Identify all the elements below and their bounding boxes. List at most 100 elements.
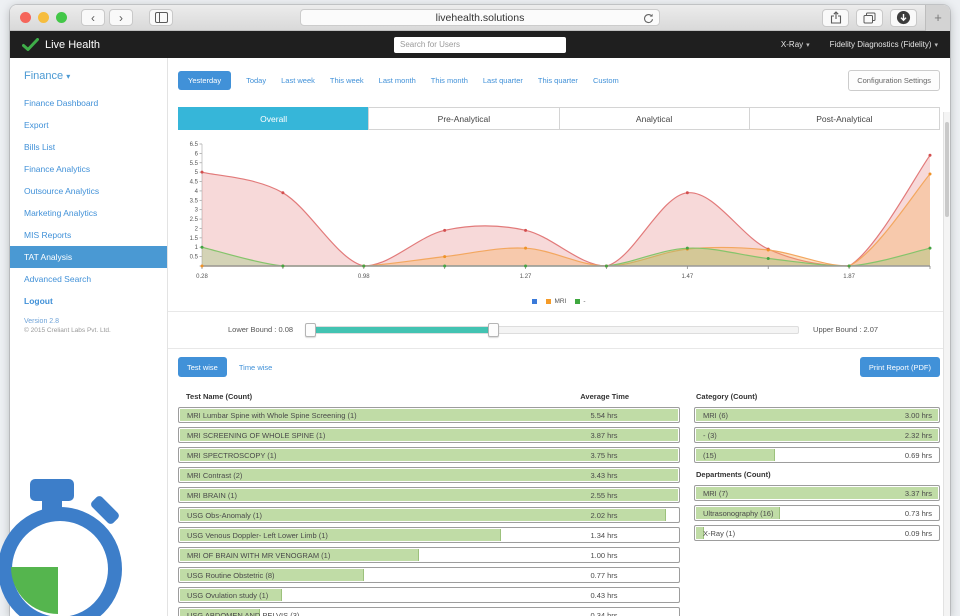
slider-handle-upper[interactable]: [488, 322, 500, 337]
view-tab-test-wise[interactable]: Test wise: [178, 357, 227, 377]
row-time: 2.32 hrs: [904, 431, 932, 440]
back-button[interactable]: ‹: [81, 9, 105, 26]
svg-text:4: 4: [195, 189, 199, 195]
tabs-overview-button[interactable]: [856, 8, 883, 27]
svg-text:1: 1: [195, 245, 199, 251]
tabs-icon: [863, 12, 876, 23]
bar-fill: [696, 507, 781, 519]
table-row: MRI Lumbar Spine with Whole Spine Screen…: [178, 407, 680, 423]
filter-this-month[interactable]: This month: [430, 76, 468, 85]
sidebar-item-finance-analytics[interactable]: Finance Analytics: [24, 164, 91, 174]
row-time: 0.09 hrs: [904, 529, 932, 538]
legend-label: MRI: [554, 297, 567, 305]
filter-last-week[interactable]: Last week: [281, 76, 315, 85]
svg-text:6: 6: [195, 151, 199, 157]
sidebar-item-mis-reports[interactable]: MIS Reports: [24, 230, 72, 240]
bar-fill: [180, 449, 678, 461]
row-name: MRI OF BRAIN WITH MR VENOGRAM (1): [187, 551, 331, 560]
table-row: MRI SCREENING OF WHOLE SPINE (1) 3.87 hrs: [178, 427, 680, 443]
close-window-button[interactable]: [20, 12, 31, 23]
sidebar-toggle-button[interactable]: [149, 9, 173, 26]
row-name: MRI Lumbar Spine with Whole Spine Screen…: [187, 411, 357, 420]
downloads-button[interactable]: [890, 8, 917, 27]
view-tab-time-wise[interactable]: Time wise: [238, 362, 273, 372]
filter-this-quarter[interactable]: This quarter: [537, 76, 578, 85]
table-row: USG Venous Doppler- Left Lower Limb (1) 1…: [178, 527, 680, 543]
tab-pre-analytical[interactable]: Pre-Analytical: [368, 107, 560, 130]
sidebar-section-finance[interactable]: Finance ▾: [24, 70, 71, 82]
legend-swatch: [532, 298, 538, 304]
row-time: 1.34 hrs: [590, 531, 618, 540]
svg-text:5: 5: [195, 170, 199, 176]
row-name: USG Routine Obstetric (8): [187, 571, 275, 580]
user-menu-fidelity-diagnostics-fidelity[interactable]: Fidelity Diagnostics (Fidelity) ▾: [830, 40, 938, 49]
filter-last-quarter[interactable]: Last quarter: [482, 76, 523, 85]
tab-post-analytical[interactable]: Post-Analytical: [748, 107, 940, 130]
sidebar: Finance ▾ Finance Dashboard Export Bills L…: [10, 58, 168, 616]
row-time: 0.73 hrs: [904, 509, 932, 518]
minimize-window-button[interactable]: [38, 12, 49, 23]
copyright-label: © 2015 Creliant Labs Pvt. Ltd.: [24, 327, 111, 334]
bar-fill: [696, 449, 776, 461]
slider-fill: [308, 326, 495, 333]
tab-overall[interactable]: Overall: [178, 107, 370, 130]
filter-this-week[interactable]: This week: [329, 76, 364, 85]
table-row: MRI (6) 3.00 hrs: [694, 407, 940, 423]
sidebar-menu: Finance Dashboard Export Bills List Finance…: [10, 92, 167, 312]
row-time: 3.43 hrs: [590, 471, 618, 480]
table-row: MRI OF BRAIN WITH MR VENOGRAM (1) 1.00 hr…: [178, 547, 680, 563]
user-menu-x-ray[interactable]: X-Ray ▾: [781, 40, 810, 49]
scrollbar[interactable]: [943, 112, 950, 616]
category-table-title: Category (Count): [696, 392, 758, 401]
reload-icon[interactable]: [643, 13, 654, 24]
row-time: 3.37 hrs: [904, 489, 932, 498]
table-row: USG Obs-Anomaly (1) 2.02 hrs: [178, 507, 680, 523]
sidebar-item-outsource-analytics[interactable]: Outsource Analytics: [24, 186, 100, 196]
share-button[interactable]: [822, 8, 849, 27]
row-name: USG Venous Doppler- Left Lower Limb (1): [187, 531, 328, 540]
scrollbar-thumb[interactable]: [945, 122, 949, 217]
bar-fill: [180, 429, 678, 441]
area-chart: 0.5 1 1.5 2 2.5 3 3.5 4 4.5 5 5.5 6 6.5 0.28 0.98 1.27 1…: [190, 142, 932, 280]
bar-fill: [180, 489, 678, 501]
filter-today[interactable]: Today: [246, 76, 267, 85]
sidebar-item-logout[interactable]: Logout: [24, 296, 53, 306]
legend-series[interactable]: [532, 298, 538, 304]
row-name: MRI (7): [703, 489, 728, 498]
table-row: Ultrasonography (16) 0.73 hrs: [694, 505, 940, 521]
search-input[interactable]: [394, 36, 566, 53]
sidebar-item-export[interactable]: Export: [24, 120, 49, 130]
url-field[interactable]: livehealth.solutions: [300, 9, 660, 26]
print-report-button[interactable]: Print Report (PDF): [859, 357, 940, 377]
filter-custom[interactable]: Custom: [592, 76, 619, 85]
bar-fill: [696, 527, 705, 539]
forward-button[interactable]: ›: [109, 9, 133, 26]
bar-fill: [696, 429, 938, 441]
legend-item[interactable]: -: [575, 297, 586, 305]
filter-yesterday[interactable]: Yesterday: [178, 71, 232, 90]
row-time: 0.34 hrs: [590, 611, 618, 616]
filter-last-month[interactable]: Last month: [378, 76, 416, 85]
tab-analytical[interactable]: Analytical: [558, 107, 750, 130]
sidebar-item-tat-analysis[interactable]: TAT Analysis: [10, 246, 167, 268]
url-text: livehealth.solutions: [435, 11, 525, 24]
sidebar-item-bills-list[interactable]: Bills List: [24, 142, 56, 152]
legend-mri[interactable]: MRI: [546, 298, 566, 305]
table-row: MRI BRAIN (1) 2.55 hrs: [178, 487, 680, 503]
row-name: MRI SCREENING OF WHOLE SPINE (1): [187, 431, 326, 440]
range-slider[interactable]: [305, 322, 800, 337]
zoom-window-button[interactable]: [56, 12, 67, 23]
row-name: X-Ray (1): [703, 529, 736, 538]
sidebar-item-marketing-analytics[interactable]: Marketing Analytics: [24, 208, 98, 218]
row-time: 3.75 hrs: [590, 451, 618, 460]
table-row: (15) 0.69 hrs: [694, 447, 940, 463]
row-time: 3.00 hrs: [904, 411, 932, 420]
legend-label: -: [583, 297, 586, 305]
sidebar-item-advanced-search[interactable]: Advanced Search: [24, 274, 92, 284]
stopwatch-logo: [0, 479, 122, 616]
slider-handle-lower[interactable]: [305, 322, 317, 337]
new-tab-button[interactable]: +: [925, 5, 950, 31]
sidebar-item-finance-dashboard[interactable]: Finance Dashboard: [24, 98, 99, 108]
user-menu-label: X-Ray: [780, 40, 804, 49]
configuration-settings-button[interactable]: Configuration Settings: [848, 70, 940, 91]
